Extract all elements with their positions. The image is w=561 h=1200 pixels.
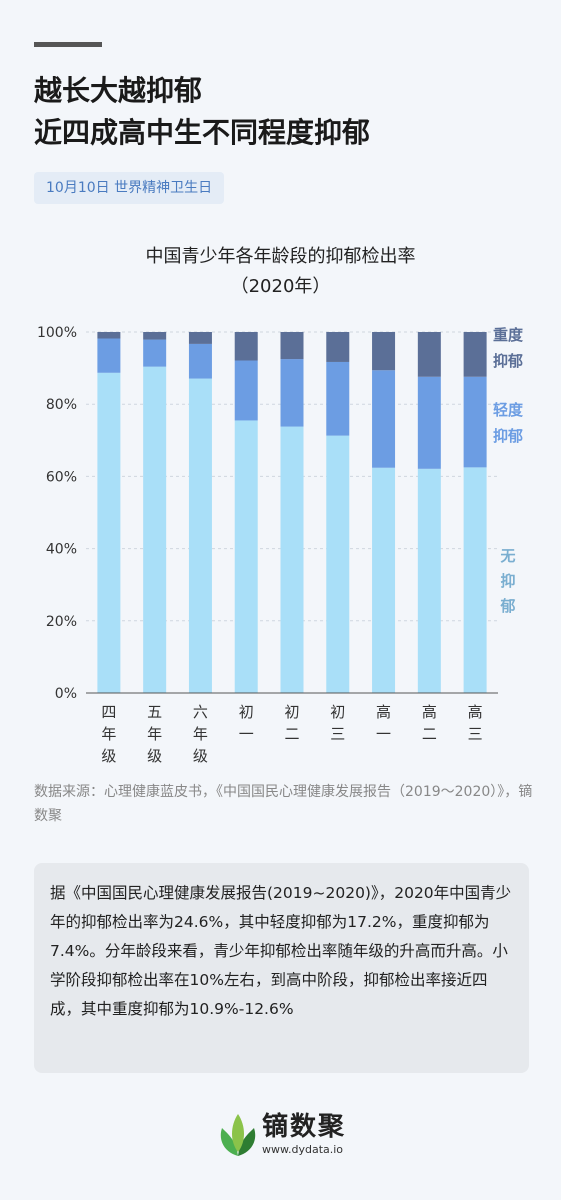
legend-label: 抑 bbox=[500, 572, 515, 590]
bar-segment bbox=[326, 361, 350, 436]
bar-segment bbox=[280, 359, 304, 427]
bar-segment bbox=[372, 370, 396, 468]
legend-label: 无 bbox=[499, 547, 515, 565]
x-tick-label: 初 bbox=[284, 703, 299, 721]
y-tick-label: 100% bbox=[37, 325, 77, 341]
bar-segment bbox=[188, 332, 212, 344]
leaf-logo-icon bbox=[220, 1114, 256, 1156]
bar-segment bbox=[280, 332, 304, 360]
bar-segment bbox=[372, 332, 396, 371]
x-tick-label: 高 bbox=[422, 703, 437, 721]
x-tick-label: 高 bbox=[376, 703, 391, 721]
bar-segment bbox=[326, 332, 350, 362]
x-tick-label: 五 bbox=[147, 703, 162, 721]
date-tag: 10月10日 世界精神卫生日 bbox=[34, 172, 225, 204]
chart-title-line-2: （2020年） bbox=[230, 276, 331, 297]
chart-title-line-1: 中国青少年各年龄段的抑郁检出率 bbox=[145, 246, 416, 267]
bar-segment bbox=[97, 338, 121, 373]
bar-segment bbox=[188, 378, 212, 693]
x-tick-label: 六 bbox=[193, 703, 208, 721]
y-tick-label: 40% bbox=[46, 542, 77, 558]
stacked-bar-chart: 0%20%40%60%80%100%四年级五年级六年级初一初二初三高一高二高三无… bbox=[37, 325, 524, 765]
x-tick-label: 年 bbox=[193, 725, 208, 743]
legend-label: 轻度 bbox=[493, 401, 524, 419]
x-tick-label: 三 bbox=[330, 725, 345, 743]
bar-segment bbox=[97, 372, 121, 693]
x-tick-label: 初 bbox=[330, 703, 345, 721]
bar-segment bbox=[417, 468, 441, 693]
data-source: 数据来源：心理健康蓝皮书，《中国国民心理健康发展报告（2019～2020）》，镝… bbox=[34, 784, 533, 824]
bar-segment bbox=[463, 467, 487, 693]
bar-segment bbox=[143, 332, 167, 340]
bar-segment bbox=[280, 426, 304, 693]
chart-title: 中国青少年各年龄段的抑郁检出率 （2020年） bbox=[0, 242, 561, 302]
brand-url: www.dydata.io bbox=[262, 1143, 344, 1156]
x-tick-label: 年 bbox=[147, 725, 162, 743]
x-tick-label: 一 bbox=[376, 725, 391, 743]
bar-segment bbox=[188, 343, 212, 379]
x-tick-label: 一 bbox=[239, 725, 254, 743]
x-tick-label: 初 bbox=[239, 703, 254, 721]
y-tick-label: 80% bbox=[46, 397, 77, 413]
legend-label: 重度 bbox=[493, 326, 524, 344]
bar-segment bbox=[372, 467, 396, 693]
bar-segment bbox=[234, 420, 258, 693]
x-tick-label: 二 bbox=[422, 725, 437, 743]
bar-segment bbox=[143, 339, 167, 367]
x-tick-label: 三 bbox=[468, 725, 483, 743]
x-tick-label: 年 bbox=[101, 725, 116, 743]
bar-segment bbox=[97, 332, 121, 339]
bar-segment bbox=[326, 435, 350, 693]
x-tick-label: 级 bbox=[147, 747, 162, 765]
legend-label: 郁 bbox=[499, 597, 515, 615]
brand-name: 镝数聚 bbox=[262, 1112, 347, 1142]
y-tick-label: 0% bbox=[55, 686, 77, 702]
decorative-top-bar bbox=[34, 42, 102, 47]
bar-segment bbox=[143, 366, 167, 693]
bar-segment bbox=[234, 332, 258, 361]
y-tick-label: 60% bbox=[46, 469, 77, 485]
x-tick-label: 四 bbox=[101, 703, 116, 721]
bar-segment bbox=[463, 376, 487, 468]
bar-segment bbox=[234, 360, 258, 421]
brand: 镝数聚 www.dydata.io bbox=[262, 1112, 346, 1158]
x-tick-label: 级 bbox=[193, 747, 208, 765]
y-tick-label: 20% bbox=[46, 614, 77, 630]
x-tick-label: 高 bbox=[468, 703, 483, 721]
x-tick-label: 级 bbox=[101, 747, 116, 765]
headline: 越长大越抑郁 近四成高中生不同程度抑郁 bbox=[34, 70, 370, 154]
summary-box: 据《中国国民心理健康发展报告(2019~2020)》，2020年中国青少年的抑郁… bbox=[34, 863, 529, 1073]
bar-segment bbox=[417, 376, 441, 469]
legend-label: 抑郁 bbox=[493, 352, 523, 370]
bar-segment bbox=[463, 332, 487, 377]
bar-segment bbox=[417, 332, 441, 377]
legend-label: 抑郁 bbox=[493, 427, 523, 445]
headline-line-2: 近四成高中生不同程度抑郁 bbox=[34, 116, 371, 149]
headline-line-1: 越长大越抑郁 bbox=[34, 74, 203, 107]
x-tick-label: 二 bbox=[284, 725, 299, 743]
